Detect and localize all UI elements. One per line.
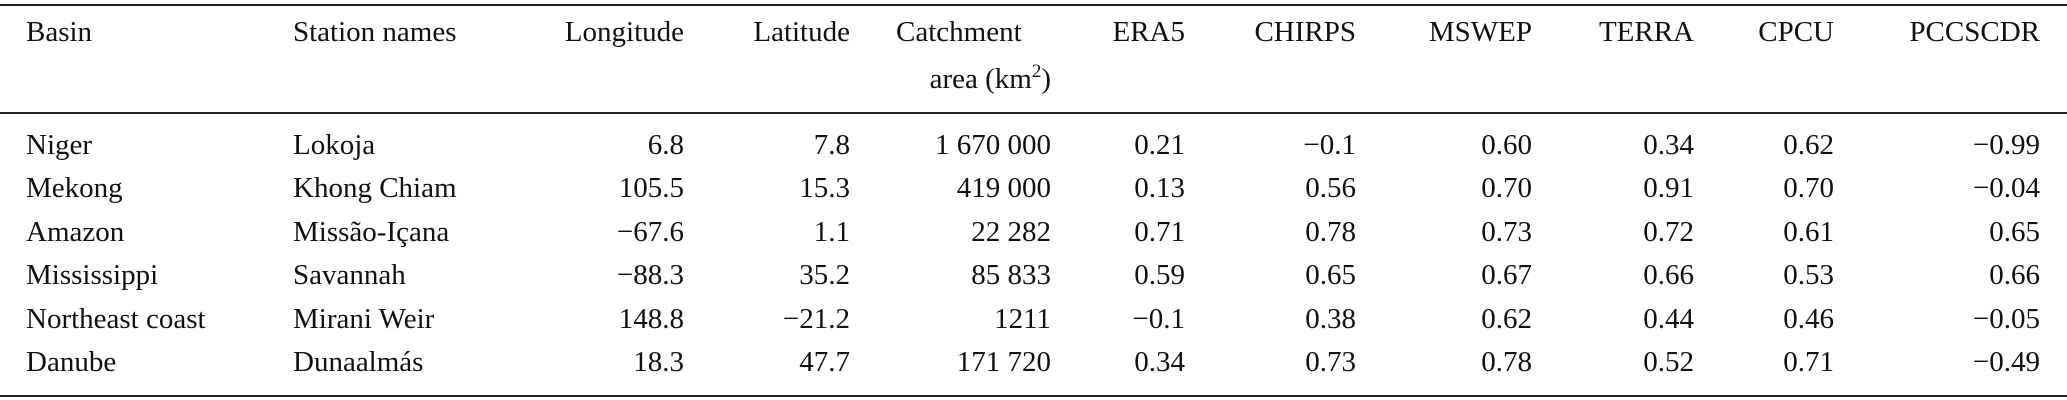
table-cell: 0.61 [1783, 215, 1834, 248]
table-cell: 0.73 [1305, 346, 1356, 378]
table-cell: 0.44 [1643, 302, 1694, 335]
table-cell: 0.66 [1989, 259, 2040, 292]
table-cell: −0.99 [1972, 129, 2040, 161]
header-text: Catchment [896, 16, 1022, 48]
table-cell: 0.34 [1134, 346, 1185, 378]
table-cell: 0.13 [1134, 172, 1185, 205]
table-cell: 0.52 [1643, 346, 1694, 378]
table-cell: 0.34 [1643, 129, 1694, 161]
table-cell: 7.8 [813, 129, 850, 161]
table-cell: Savannah [293, 259, 406, 292]
header-text: area (km [929, 63, 1032, 95]
table-cell: 171 720 [956, 346, 1051, 378]
table-cell: 0.70 [1481, 172, 1532, 205]
table-cell: 22 282 [971, 215, 1051, 248]
header-cell: CPCU [1758, 16, 1834, 48]
header-cell: MSWEP [1428, 16, 1532, 48]
table-cell: 0.60 [1481, 129, 1532, 161]
header-cell: Catchment [896, 15, 1022, 49]
table-cell: Missão-Içana [293, 215, 450, 248]
table-cell: 0.91 [1643, 172, 1694, 205]
table-cell: 18.3 [633, 346, 684, 378]
table-cell: Amazon [26, 215, 125, 248]
header-cell: Longitude [564, 16, 684, 48]
table-cell: 0.71 [1783, 346, 1834, 378]
table-cell: 1.1 [813, 215, 850, 248]
table-cell: 0.72 [1643, 215, 1694, 248]
table-cell: Dunaalmás [293, 346, 424, 378]
header-cell: Station names [293, 16, 457, 48]
header-text: ) [1041, 63, 1051, 95]
table-cell: Danube [26, 346, 117, 378]
table-cell: 0.62 [1481, 302, 1532, 335]
table-cell: Lokoja [293, 129, 376, 161]
table-cell: −0.05 [1972, 302, 2040, 335]
table-cell: −0.1 [1132, 302, 1185, 335]
bottom-rule [0, 395, 2067, 397]
table-cell: 0.46 [1783, 302, 1834, 335]
table-cell: Mirani Weir [293, 302, 435, 335]
table-cell: 15.3 [799, 172, 850, 205]
header-cell: area (km2) [930, 62, 1051, 96]
table-cell: 0.65 [1989, 215, 2040, 248]
table-cell: 0.21 [1134, 129, 1185, 161]
header-rule [0, 112, 2067, 114]
table-cell: 0.38 [1305, 302, 1356, 335]
table-cell: 0.62 [1783, 129, 1834, 161]
header-cell: PCCSCDR [1909, 16, 2040, 48]
table-cell: 105.5 [618, 172, 684, 205]
table-cell: 0.65 [1305, 259, 1356, 292]
table-cell: −0.49 [1972, 346, 2040, 378]
table-cell: Khong Chiam [293, 172, 457, 205]
table-cell: 47.7 [799, 346, 850, 378]
table-cell: 0.70 [1783, 172, 1834, 205]
table-cell: 0.67 [1481, 259, 1532, 292]
table-cell: 0.78 [1305, 215, 1356, 248]
table-cell: 1211 [994, 302, 1051, 335]
table-cell: Mississippi [26, 259, 159, 292]
header-cell: Basin [26, 16, 93, 48]
table-cell: Northeast coast [26, 302, 206, 335]
table-cell: 148.8 [618, 302, 684, 335]
table-cell: 85 833 [971, 259, 1051, 292]
header-cell: TERRA [1598, 16, 1694, 48]
table-cell: Niger [26, 129, 93, 161]
table-cell: 6.8 [647, 129, 684, 161]
table-cell: −67.6 [616, 215, 684, 248]
table-cell: 35.2 [799, 259, 850, 292]
top-rule [0, 4, 2067, 6]
table-cell: 1 670 000 [935, 129, 1051, 161]
table-cell: Mekong [26, 172, 123, 205]
table-cell: −21.2 [782, 302, 850, 335]
table-cell: −0.04 [1972, 172, 2040, 205]
table-cell: 0.71 [1134, 215, 1185, 248]
table-cell: 0.59 [1134, 259, 1185, 292]
table-cell: 0.56 [1305, 172, 1356, 205]
table-cell: 0.53 [1783, 259, 1834, 292]
superscript: 2 [1031, 61, 1042, 82]
table-cell: −88.3 [616, 259, 684, 292]
table-cell: 0.73 [1481, 215, 1532, 248]
header-cell: ERA5 [1112, 16, 1186, 48]
header-cell: CHIRPS [1254, 16, 1356, 48]
header-cell: Latitude [753, 16, 850, 48]
table-cell: 419 000 [956, 172, 1051, 205]
table-cell: 0.66 [1643, 259, 1694, 292]
table-cell: 0.78 [1481, 346, 1532, 378]
table-cell: −0.1 [1303, 129, 1356, 161]
